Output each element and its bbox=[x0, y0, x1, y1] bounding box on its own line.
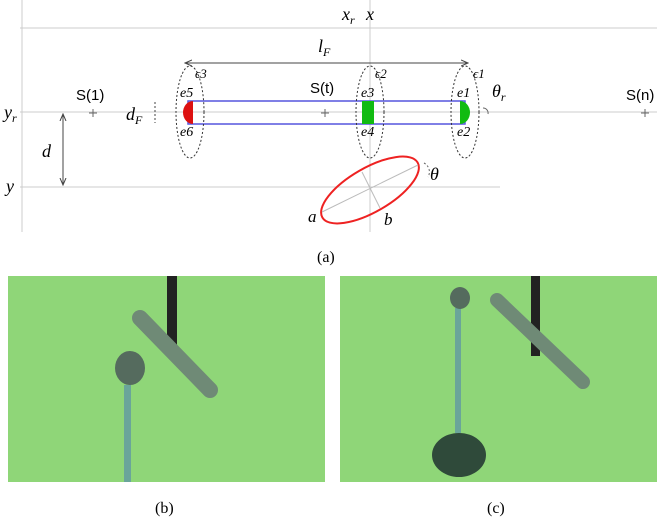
d-label: d bbox=[42, 141, 52, 161]
epsilon-label: ϵ3 bbox=[195, 66, 207, 81]
lf-label: lF bbox=[318, 36, 331, 59]
caption: (c) bbox=[487, 500, 505, 517]
df-label: dF bbox=[126, 104, 143, 127]
b-label: b bbox=[384, 210, 393, 229]
edge-label: e3 bbox=[361, 86, 374, 101]
photo-bg bbox=[8, 276, 325, 482]
epsilon-label: ϵ2 bbox=[375, 66, 387, 81]
target bbox=[450, 287, 470, 309]
photo bbox=[8, 276, 325, 482]
y-label: y bbox=[4, 176, 14, 196]
a-label: a bbox=[308, 207, 317, 226]
caption: (b) bbox=[155, 500, 174, 517]
base bbox=[432, 433, 486, 477]
rod bbox=[531, 276, 540, 356]
theta-r-label: θr bbox=[492, 81, 506, 104]
x-label: x bbox=[365, 4, 374, 24]
green-marker bbox=[362, 101, 374, 124]
sample-label: S(1) bbox=[76, 87, 104, 104]
green-marker bbox=[460, 101, 470, 124]
fish-robot bbox=[132, 310, 218, 398]
theta-label: θ bbox=[430, 164, 439, 184]
sample-label: S(t) bbox=[310, 80, 334, 97]
minor-axis bbox=[361, 171, 381, 209]
pole bbox=[124, 385, 131, 482]
edge-label: e4 bbox=[361, 125, 374, 140]
yr-label: yr bbox=[2, 102, 17, 125]
angle-arc bbox=[423, 162, 430, 178]
red-marker bbox=[183, 101, 193, 124]
target bbox=[115, 351, 145, 385]
edge-label: e1 bbox=[457, 86, 470, 101]
edge-label: e5 bbox=[180, 86, 193, 101]
fish-robot bbox=[490, 293, 590, 389]
edge-label: e6 bbox=[180, 125, 193, 140]
epsilon-label: ϵ1 bbox=[473, 66, 485, 81]
xr-label: xr bbox=[341, 4, 355, 27]
rod bbox=[167, 276, 177, 346]
sample-label: S(n) bbox=[626, 87, 654, 104]
region-ellipse bbox=[175, 65, 205, 159]
diagram: xr x yr y d lF dF S(1) S(t) S(n) ϵ3 ϵ2 ϵ… bbox=[2, 0, 657, 232]
pole bbox=[455, 308, 461, 433]
ellipse bbox=[320, 155, 420, 225]
edge-label: e2 bbox=[457, 125, 470, 140]
region-ellipse bbox=[450, 65, 480, 159]
photo bbox=[340, 276, 657, 482]
region-ellipse bbox=[355, 65, 385, 159]
caption: (a) bbox=[317, 249, 335, 266]
angle-arc bbox=[482, 107, 489, 115]
sample-marker bbox=[89, 109, 649, 117]
